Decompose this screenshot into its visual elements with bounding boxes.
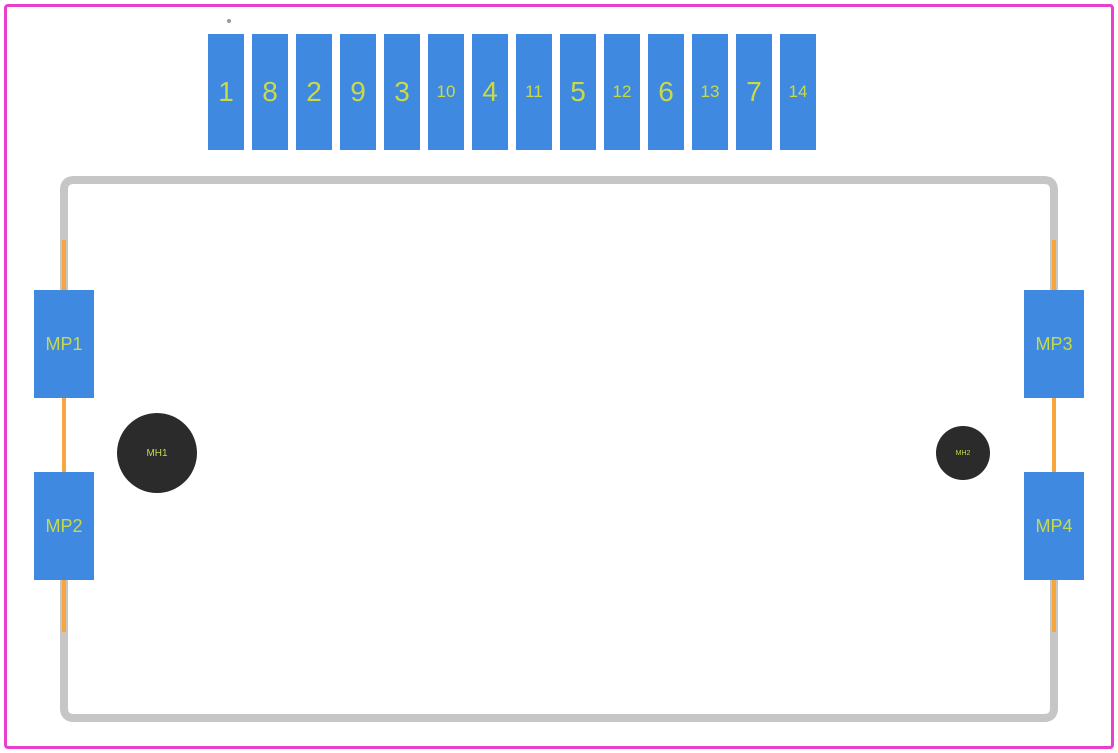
top-pad-label: 12 bbox=[613, 82, 632, 102]
top-pad-label: 14 bbox=[789, 82, 808, 102]
top-pad-7: 7 bbox=[736, 34, 772, 150]
top-pad-9: 9 bbox=[340, 34, 376, 150]
side-pad-mp2: MP2 bbox=[34, 472, 94, 580]
top-pad-label: 4 bbox=[482, 76, 498, 108]
top-pad-label: 10 bbox=[437, 82, 456, 102]
hole-label: MH2 bbox=[956, 450, 971, 457]
orange-segment bbox=[62, 580, 66, 632]
top-pad-10: 10 bbox=[428, 34, 464, 150]
side-pad-label: MP2 bbox=[45, 516, 82, 537]
mounting-hole-mh1: MH1 bbox=[117, 413, 197, 493]
top-pad-2: 2 bbox=[296, 34, 332, 150]
top-pad-label: 8 bbox=[262, 76, 278, 108]
top-pad-8: 8 bbox=[252, 34, 288, 150]
top-pad-label: 5 bbox=[570, 76, 586, 108]
side-pad-mp3: MP3 bbox=[1024, 290, 1084, 398]
top-pad-label: 2 bbox=[306, 76, 322, 108]
side-pad-label: MP3 bbox=[1035, 334, 1072, 355]
mounting-hole-mh2: MH2 bbox=[936, 426, 990, 480]
top-pad-11: 11 bbox=[516, 34, 552, 150]
orange-segment bbox=[1052, 398, 1056, 472]
top-pad-label: 3 bbox=[394, 76, 410, 108]
orange-segment bbox=[62, 240, 66, 292]
orange-segment bbox=[1052, 580, 1056, 632]
hole-label: MH1 bbox=[146, 448, 167, 459]
side-pad-label: MP4 bbox=[1035, 516, 1072, 537]
top-pad-label: 13 bbox=[701, 82, 720, 102]
orange-segment bbox=[1052, 240, 1056, 292]
top-pad-4: 4 bbox=[472, 34, 508, 150]
top-pad-label: 6 bbox=[658, 76, 674, 108]
orange-segment bbox=[62, 398, 66, 472]
top-pad-label: 9 bbox=[350, 76, 366, 108]
top-pad-5: 5 bbox=[560, 34, 596, 150]
side-pad-mp4: MP4 bbox=[1024, 472, 1084, 580]
top-pad-6: 6 bbox=[648, 34, 684, 150]
side-pad-label: MP1 bbox=[45, 334, 82, 355]
component-outline bbox=[0, 0, 1118, 753]
top-pad-label: 1 bbox=[218, 76, 234, 108]
top-pad-1: 1 bbox=[208, 34, 244, 150]
top-pad-3: 3 bbox=[384, 34, 420, 150]
side-pad-mp1: MP1 bbox=[34, 290, 94, 398]
top-pad-12: 12 bbox=[604, 34, 640, 150]
top-pad-13: 13 bbox=[692, 34, 728, 150]
top-pad-14: 14 bbox=[780, 34, 816, 150]
footprint-canvas: 18293 10 4 11 5 12 6 13 7 14 MP1 MP2 MP3 MP4 MH1 MH2 bbox=[0, 0, 1118, 753]
top-pad-label: 7 bbox=[746, 76, 762, 108]
top-pad-label: 11 bbox=[525, 82, 543, 102]
outline-path bbox=[64, 180, 1054, 718]
